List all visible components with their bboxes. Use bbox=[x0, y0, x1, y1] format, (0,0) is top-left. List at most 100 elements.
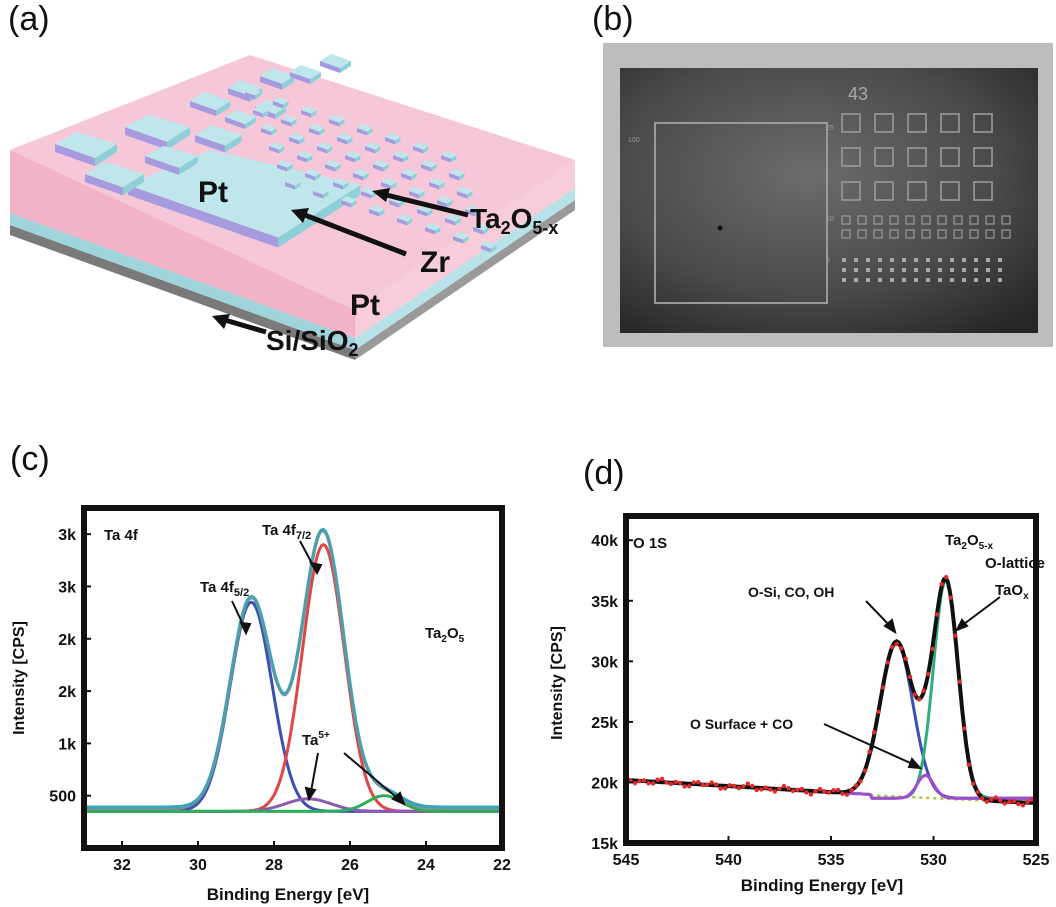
panel-label-b: (b) bbox=[592, 0, 634, 38]
x-tick-label: 540 bbox=[715, 852, 742, 869]
micro-pad bbox=[907, 113, 927, 133]
ta4f-plot-area bbox=[84, 527, 502, 813]
small-electrode-pad bbox=[425, 223, 441, 235]
o1s-arrows bbox=[823, 596, 1001, 770]
ta4f-ylabel: Intensity [CPS] bbox=[11, 621, 28, 735]
o1s-data-point bbox=[718, 786, 723, 791]
substrate-label: Si/SiO2 bbox=[266, 325, 358, 360]
o1s-data-point bbox=[889, 644, 895, 650]
row-label-1: 100 bbox=[628, 137, 640, 144]
taox-label: TaOx bbox=[995, 582, 1029, 602]
panel-label-d: (d) bbox=[583, 454, 625, 492]
top-electrode-label: Pt bbox=[198, 176, 228, 209]
y-tick-label: 2k bbox=[58, 684, 76, 701]
micro-pad-tiny bbox=[962, 258, 966, 262]
small-electrode-pad bbox=[317, 142, 333, 154]
peak-label-52: Ta 4f5/2 bbox=[200, 579, 249, 599]
o1s-data-point bbox=[980, 796, 985, 801]
small-electrode-pad bbox=[457, 187, 473, 199]
small-electrode-pad bbox=[453, 232, 469, 244]
o1s-data-point bbox=[930, 646, 935, 652]
micro-pad bbox=[874, 113, 894, 133]
o1s-data-point bbox=[885, 660, 890, 665]
y-tick-label: 3k bbox=[58, 579, 76, 596]
micro-pad-small bbox=[985, 215, 995, 225]
micro-pad-small bbox=[953, 215, 963, 225]
o1s-data-point bbox=[750, 783, 755, 789]
bottom-pt-layer bbox=[10, 188, 575, 350]
o1s-data-point bbox=[650, 781, 656, 786]
micro-pad-tiny bbox=[914, 268, 918, 272]
small-electrode-pad bbox=[325, 160, 341, 172]
micro-pad bbox=[973, 113, 993, 133]
small-electrode-pad bbox=[357, 124, 373, 136]
o1s-data-point bbox=[673, 779, 678, 785]
interlayer-label: Zr bbox=[420, 246, 450, 279]
small-electrode-pad bbox=[353, 169, 369, 181]
o1s-data-point bbox=[903, 656, 908, 661]
micro-pad-small bbox=[841, 229, 851, 239]
o1s-data-point bbox=[858, 779, 863, 784]
small-electrode-pad bbox=[465, 205, 481, 217]
substrate-layer bbox=[10, 200, 575, 360]
small-electrode-pad bbox=[341, 196, 357, 208]
o1s-data-point bbox=[1020, 803, 1026, 808]
o1s-data-point bbox=[736, 785, 741, 791]
o1s-data-point bbox=[646, 781, 651, 786]
o1s-data-point bbox=[723, 786, 728, 791]
o1s-title: O 1S bbox=[633, 535, 667, 552]
micro-pad-small bbox=[969, 229, 979, 239]
y-tick-label: 25k bbox=[591, 715, 618, 732]
zr-arrow bbox=[296, 209, 407, 257]
micro-pad-tiny bbox=[998, 268, 1002, 272]
o1s-data-point bbox=[939, 581, 944, 587]
small-electrode-pad bbox=[333, 178, 349, 190]
micro-pad-tiny bbox=[938, 278, 942, 282]
small-electrode-pad bbox=[285, 178, 301, 190]
ta4f-ticks: 32 30 28 26 24 22 500 1k 2k 2k 3k 3k bbox=[49, 527, 511, 874]
o1s-data-point bbox=[989, 797, 994, 802]
micro-pad-tiny bbox=[986, 268, 990, 272]
micro-pad-small bbox=[889, 229, 899, 239]
o1s-data-point bbox=[926, 671, 931, 677]
small-electrode-pad bbox=[289, 133, 305, 145]
o1s-data-point bbox=[668, 781, 674, 787]
micro-pad-small bbox=[937, 229, 947, 239]
micro-pad-tiny bbox=[842, 268, 846, 272]
o1s-data-point bbox=[871, 730, 877, 735]
o1s-data-point bbox=[831, 788, 836, 793]
y-tick-label: 1k bbox=[58, 736, 76, 753]
o1s-data-point bbox=[790, 788, 796, 794]
o1s-component-1 bbox=[625, 577, 1036, 800]
ta4f-title: Ta 4f bbox=[104, 527, 139, 544]
micro-pad-array bbox=[841, 113, 1011, 282]
small-electrode-pad bbox=[401, 169, 417, 181]
die-number: 43 bbox=[848, 84, 868, 104]
x-tick-label: 32 bbox=[113, 857, 131, 874]
electrode-pad bbox=[225, 110, 256, 129]
micro-pad-small bbox=[873, 215, 883, 225]
row-label-2: 25 bbox=[826, 125, 834, 132]
small-electrode-pad bbox=[273, 97, 289, 109]
micro-pad-small bbox=[841, 215, 851, 225]
micro-pad bbox=[940, 113, 960, 133]
y-tick-label: 20k bbox=[591, 775, 618, 792]
o1s-data-point bbox=[840, 791, 845, 796]
micro-pad-tiny bbox=[842, 258, 846, 262]
o1s-data-point bbox=[975, 789, 980, 795]
o1s-data-point bbox=[641, 778, 647, 783]
small-electrode-pad bbox=[481, 241, 497, 253]
micro-pad-small bbox=[1001, 215, 1011, 225]
micrograph-image bbox=[620, 68, 1038, 333]
o1s-data-point bbox=[849, 788, 854, 793]
y-tick-label: 2k bbox=[58, 632, 76, 649]
small-electrode-pad bbox=[337, 133, 353, 145]
micro-pad-small bbox=[937, 215, 947, 225]
y-tick-label: 35k bbox=[591, 594, 618, 611]
micro-pad-tiny bbox=[926, 258, 930, 262]
micro-pad-tiny bbox=[986, 278, 990, 282]
y-tick-label: 40k bbox=[591, 533, 618, 550]
y-tick-label: 3k bbox=[58, 527, 76, 544]
electrode-pad bbox=[85, 162, 144, 196]
micro-pad bbox=[841, 181, 861, 201]
